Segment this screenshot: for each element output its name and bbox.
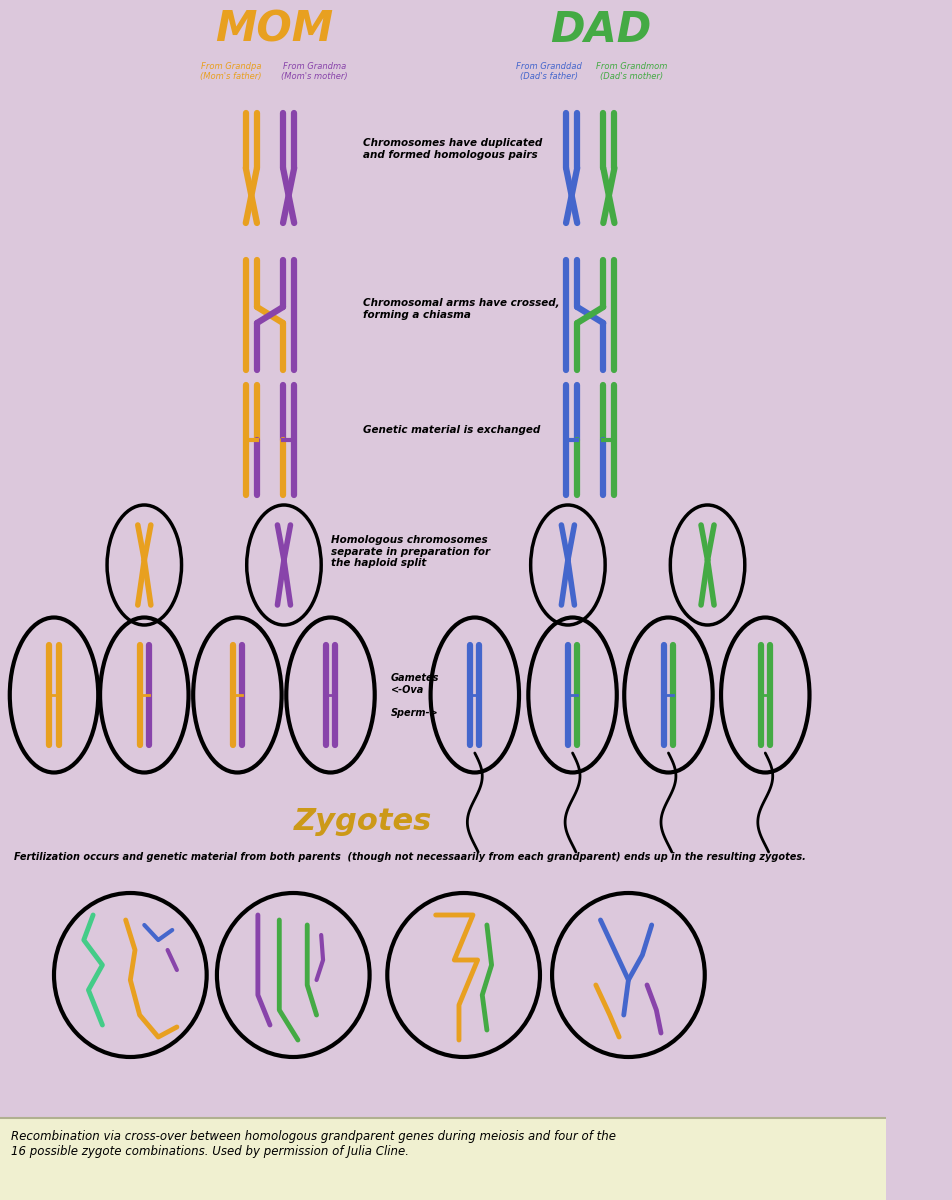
Text: From Grandma
(Mom's mother): From Grandma (Mom's mother) — [282, 62, 348, 82]
Text: MOM: MOM — [215, 8, 334, 50]
Text: Genetic material is exchanged: Genetic material is exchanged — [363, 425, 541, 434]
Text: From Grandmom
(Dad's mother): From Grandmom (Dad's mother) — [596, 62, 667, 82]
Text: Homologous chromosomes
separate in preparation for
the haploid split: Homologous chromosomes separate in prepa… — [330, 535, 489, 569]
Text: Gametes
<-Ova

Sperm->: Gametes <-Ova Sperm-> — [391, 673, 440, 718]
Text: From Granddad
(Dad's father): From Granddad (Dad's father) — [516, 62, 583, 82]
Text: Recombination via cross-over between homologous grandparent genes during meiosis: Recombination via cross-over between hom… — [11, 1130, 616, 1158]
FancyBboxPatch shape — [0, 1118, 886, 1200]
Text: Chromosomes have duplicated
and formed homologous pairs: Chromosomes have duplicated and formed h… — [363, 138, 543, 160]
Text: Fertilization occurs and genetic material from both parents  (though not necessa: Fertilization occurs and genetic materia… — [14, 852, 805, 862]
Text: From Grandpa
(Mom's father): From Grandpa (Mom's father) — [200, 62, 262, 82]
Text: Chromosomal arms have crossed,
forming a chiasma: Chromosomal arms have crossed, forming a… — [363, 298, 560, 319]
Text: Zygotes: Zygotes — [294, 808, 432, 836]
Text: DAD: DAD — [550, 8, 651, 50]
